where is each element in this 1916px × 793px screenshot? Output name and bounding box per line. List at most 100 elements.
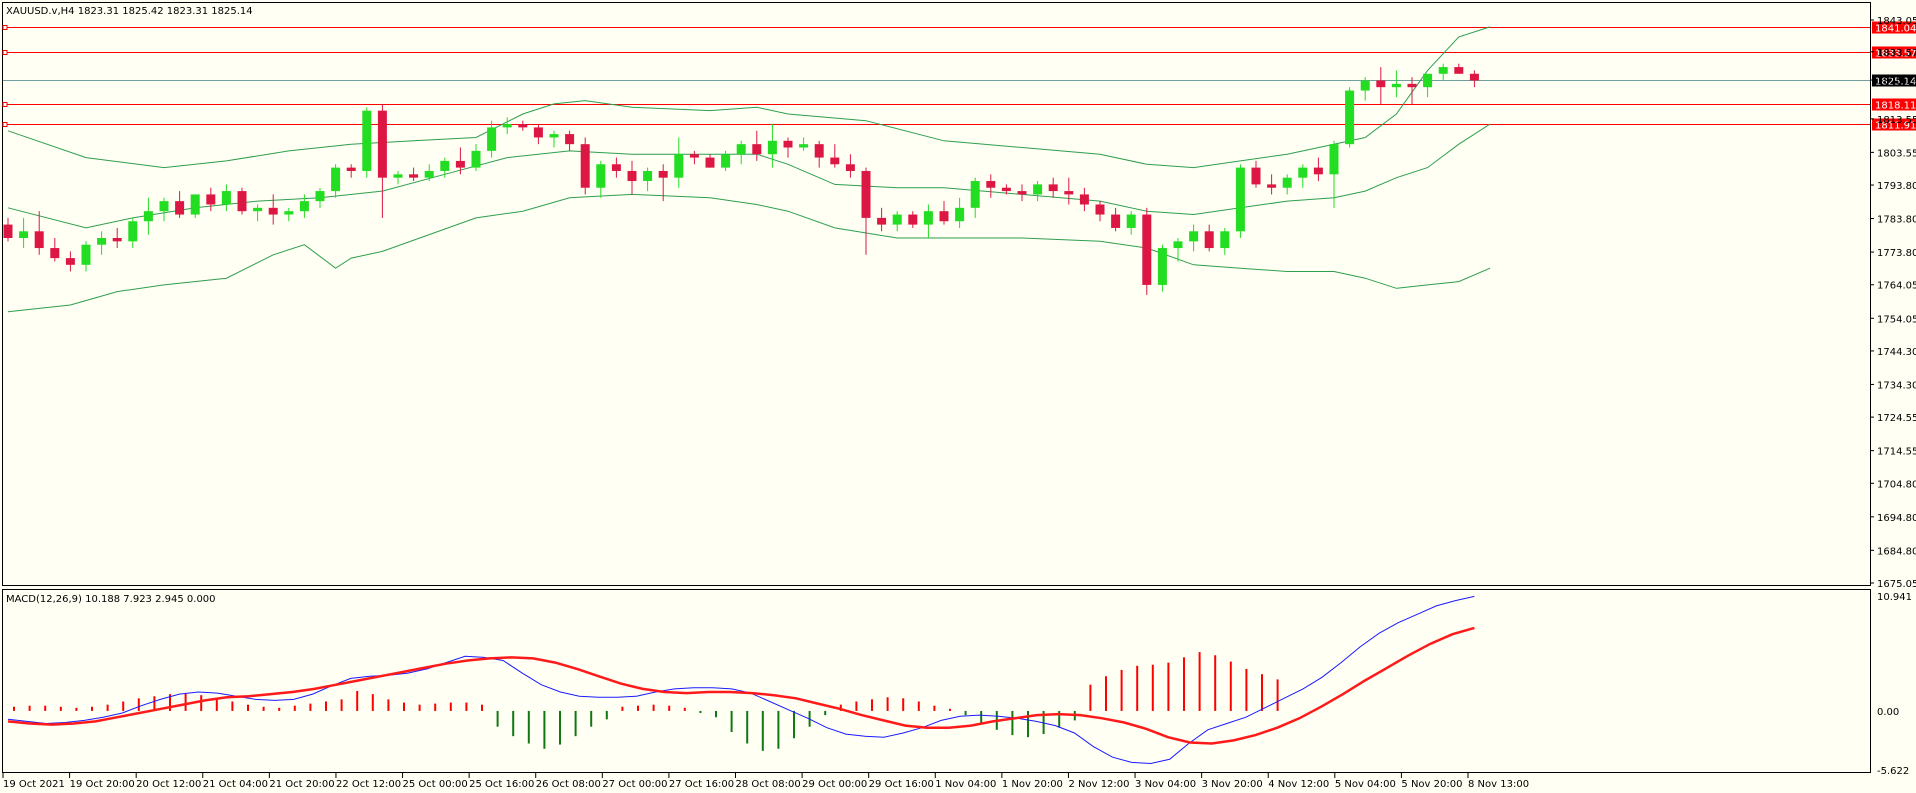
candle-body — [721, 154, 731, 168]
candle-body — [502, 124, 512, 128]
candle-body — [65, 258, 75, 265]
macd-tick-label: 10.941 — [1877, 592, 1912, 603]
candle-body — [596, 164, 606, 188]
candle-body — [487, 127, 497, 151]
candle-body — [533, 127, 543, 138]
price-tick-label: 1714.55 — [1877, 447, 1916, 458]
candle-body — [970, 181, 980, 208]
time-tick-label: 1 Nov 20:00 — [1002, 779, 1063, 790]
candle-body — [1438, 67, 1448, 74]
price-tick-label: 1833.57 — [1877, 48, 1916, 59]
time-tick-label: 28 Oct 08:00 — [736, 779, 801, 790]
time-tick-label: 20 Oct 12:00 — [136, 779, 201, 790]
candle-body — [736, 144, 746, 155]
price-tick-label: 1684.80 — [1877, 546, 1916, 557]
candle-body — [315, 191, 325, 202]
time-tick-label: 26 Oct 08:00 — [536, 779, 601, 790]
candle-body — [346, 167, 356, 171]
candle-body — [1204, 231, 1214, 249]
candle-body — [128, 221, 138, 242]
level-handle — [2, 25, 8, 30]
candle-body — [1126, 214, 1136, 228]
current-price-box — [1872, 74, 1916, 87]
candle-body — [1048, 184, 1058, 192]
candle-body — [861, 170, 871, 218]
candle-body — [565, 134, 575, 145]
level-handle — [2, 122, 8, 127]
candle-body — [409, 174, 419, 178]
candle-body — [689, 154, 699, 158]
candle-body — [1360, 80, 1370, 91]
candle-body — [923, 211, 933, 225]
time-tick-label: 29 Oct 00:00 — [802, 779, 867, 790]
price-tick-label: 1803.55 — [1877, 148, 1916, 159]
time-tick-label: 27 Oct 00:00 — [602, 779, 667, 790]
band-lower — [7, 193, 1491, 313]
candle-body — [892, 214, 902, 225]
time-tick-label: 21 Oct 20:00 — [269, 779, 334, 790]
candle-body — [393, 174, 403, 178]
price-tick-label: 1704.80 — [1877, 479, 1916, 490]
current-price-label: 1825.14 — [1875, 77, 1916, 88]
candle-body — [908, 214, 918, 225]
candle-body — [814, 144, 824, 158]
candle-body — [1017, 191, 1027, 195]
price-axis: 1843.05 1833.57 1825.14 1813.55 1803.55 1793.… — [1870, 16, 1916, 590]
signal-line — [7, 626, 1475, 745]
candle-body — [1423, 73, 1433, 88]
candle-body — [1235, 167, 1245, 232]
candle-body — [81, 244, 91, 265]
level-price-label: 1811.91 — [1875, 121, 1916, 132]
band-middle — [7, 123, 1491, 229]
candle-body — [175, 201, 185, 215]
candle-body — [783, 140, 793, 148]
candle-body — [190, 194, 200, 215]
level-price-box — [1872, 21, 1916, 34]
candle-body — [752, 144, 762, 155]
candle-body — [268, 207, 278, 215]
price-tick-label: 1843.05 — [1877, 16, 1916, 27]
candle-body — [34, 231, 44, 249]
candle-body — [1001, 187, 1011, 192]
macd-panel-frame — [2, 589, 1871, 773]
candlesticks — [3, 63, 1479, 295]
candle-body — [830, 157, 840, 165]
price-tick-label: 1783.80 — [1877, 215, 1916, 226]
candle-body — [627, 170, 637, 182]
price-tick-label: 1744.30 — [1877, 347, 1916, 358]
candle-body — [1189, 231, 1199, 242]
level-price-box — [1872, 98, 1916, 111]
candle-body — [50, 248, 60, 259]
time-axis: 19 Oct 2021 19 Oct 20:00 20 Oct 12:00 21 Oc… — [2, 773, 1529, 790]
bollinger-bands — [7, 26, 1491, 313]
candle-body — [237, 191, 247, 212]
candle-body — [1469, 73, 1479, 81]
candle-body — [1313, 167, 1323, 175]
price-tick-label: 1793.80 — [1877, 181, 1916, 192]
price-tick-label: 1694.80 — [1877, 513, 1916, 524]
candle-body — [658, 170, 668, 178]
candle-body — [471, 150, 481, 168]
horizontal-lines[interactable]: 1841.04 1833.57 1818.11 1811.91 1825.14 — [2, 21, 1916, 132]
candle-body — [221, 191, 231, 205]
candle-body — [939, 211, 949, 222]
candle-body — [1173, 241, 1183, 249]
candle-body — [424, 170, 434, 178]
candle-body — [331, 167, 341, 192]
price-tick-label: 1675.05 — [1877, 579, 1916, 590]
candle-body — [97, 237, 107, 245]
candle-body — [1391, 83, 1401, 88]
macd-axis: 10.941 0.00 -5.622 — [1877, 592, 1912, 777]
candle-body — [362, 110, 372, 171]
candle-body — [1033, 184, 1043, 195]
candle-body — [1142, 214, 1152, 285]
candle-body — [19, 231, 29, 238]
candle-body — [799, 144, 809, 148]
candle-body — [955, 207, 965, 222]
time-tick-label: 21 Oct 04:00 — [203, 779, 268, 790]
level-price-label: 1833.57 — [1875, 49, 1916, 60]
candle-body — [518, 124, 528, 128]
time-tick-label: 4 Nov 12:00 — [1268, 779, 1329, 790]
candle-body — [580, 144, 590, 188]
